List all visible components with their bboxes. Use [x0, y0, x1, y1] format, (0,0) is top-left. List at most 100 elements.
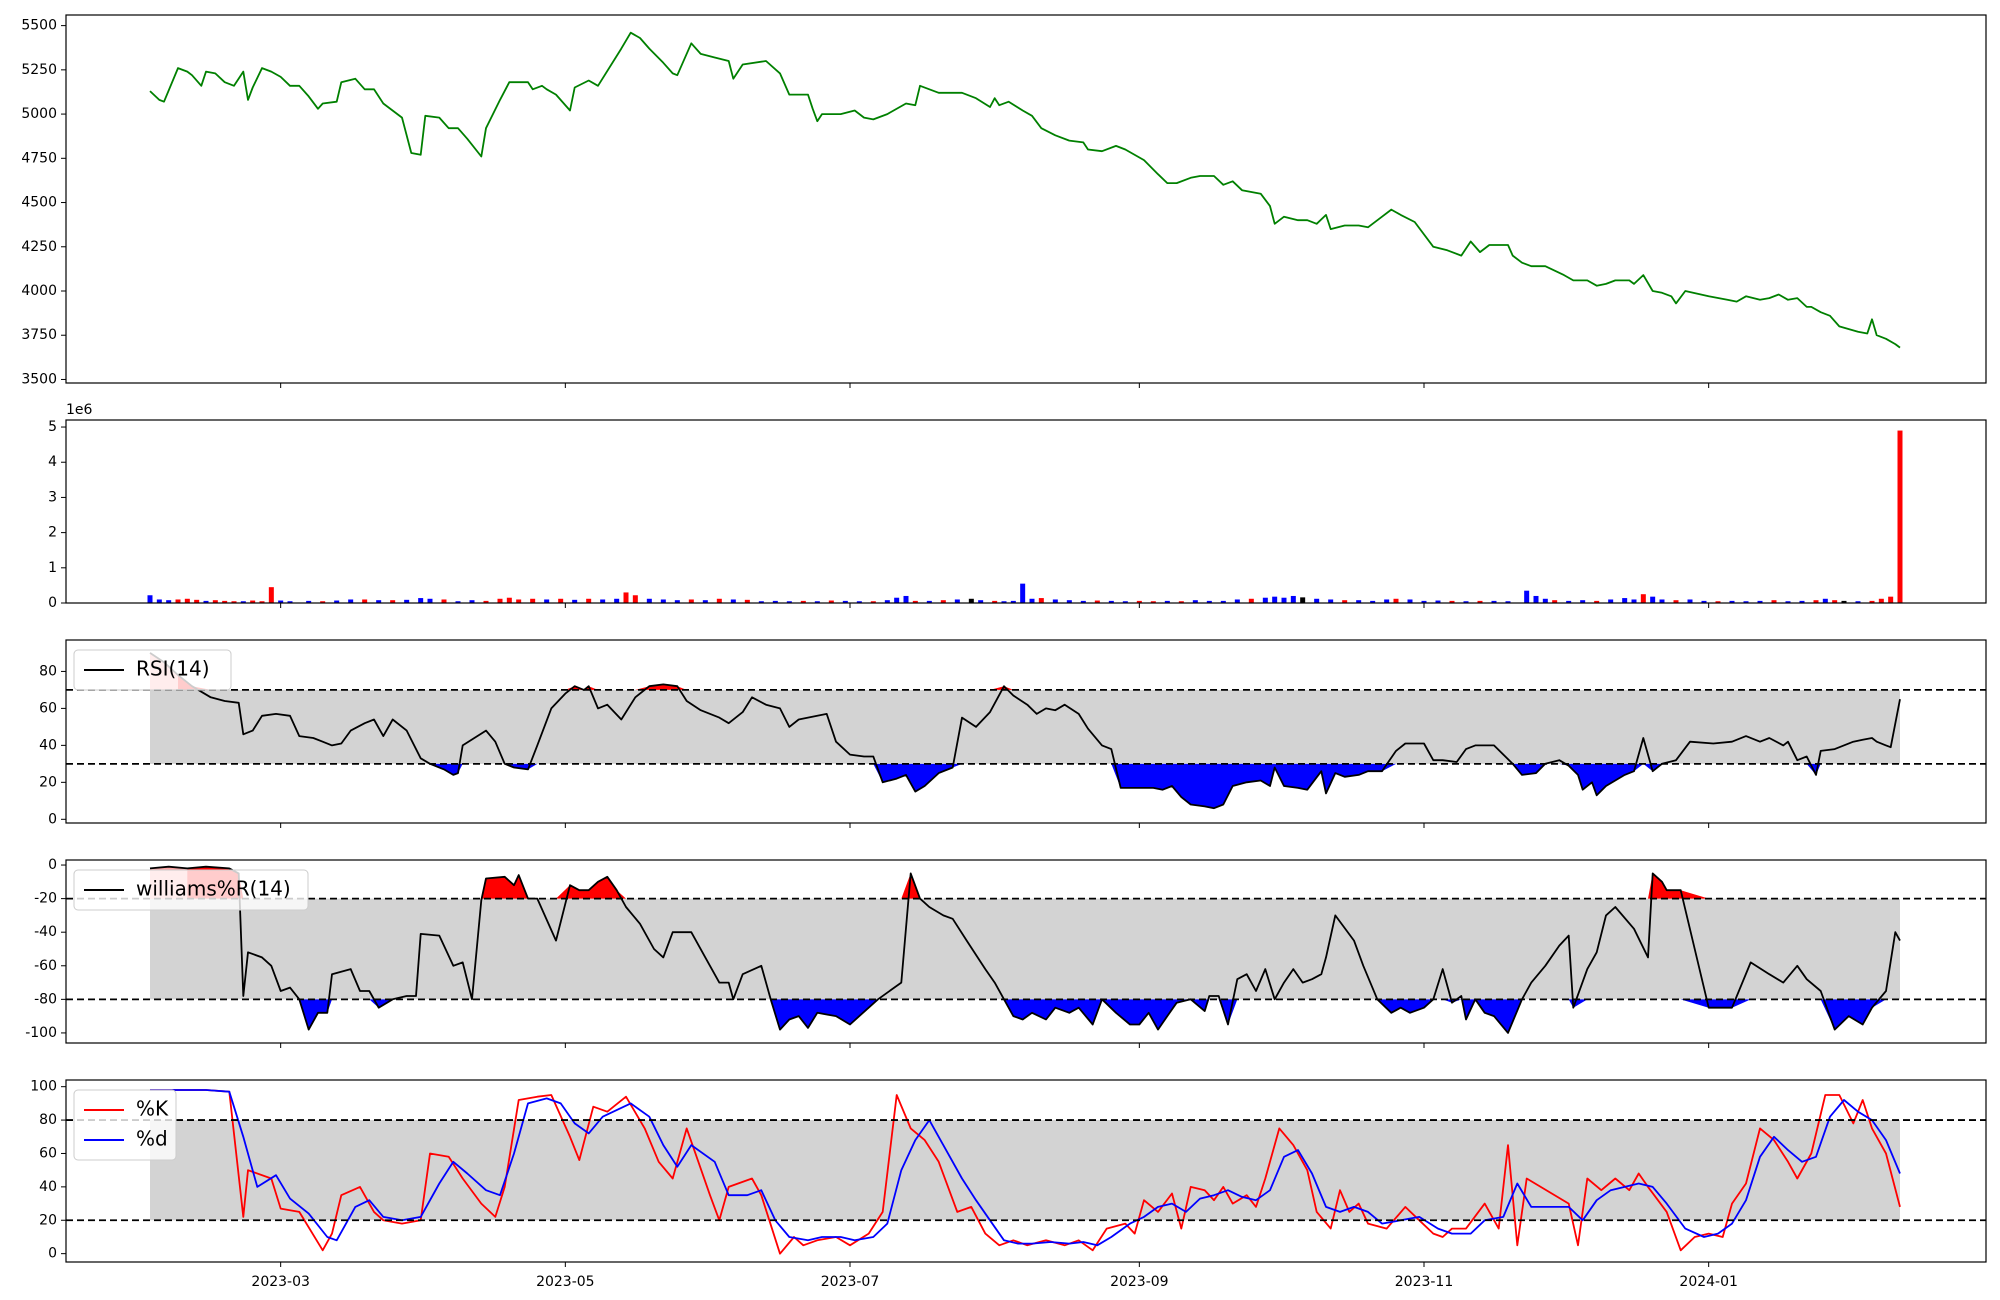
volume-bar — [632, 595, 638, 603]
stochastic-panel: 0 20 40 60 80 100 %K %d 2023-03 2023-05 2023-07 202… — [30, 1079, 1987, 1290]
volume-bar — [1673, 600, 1679, 603]
legend-label: williams%R(14) — [136, 877, 291, 901]
oversold-fill — [150, 999, 1900, 1033]
volume-bar — [744, 599, 750, 603]
volume-bar — [1869, 600, 1875, 603]
volume-bar — [828, 600, 834, 603]
y-tick-label: 0 — [48, 1246, 57, 1262]
volume-bar — [1356, 600, 1362, 603]
volume-bar — [1421, 600, 1427, 603]
volume-bar — [716, 598, 722, 603]
y-tick-label: 3 — [48, 489, 57, 505]
y-tick-label: 2 — [48, 525, 57, 541]
volume-bar — [231, 601, 237, 603]
y-tick-label: 4000 — [21, 283, 57, 299]
volume-bar — [194, 599, 200, 603]
y-tick-label: 40 — [39, 1179, 57, 1195]
volume-bar — [1370, 600, 1376, 603]
axes-frame — [65, 859, 1987, 1044]
volume-bar — [506, 597, 512, 603]
volume-bar — [614, 598, 620, 603]
volume-bar — [1435, 600, 1441, 603]
axis-offset-label: 1e6 — [66, 402, 93, 418]
volume-bar — [1743, 601, 1749, 603]
volume-bar — [259, 601, 265, 603]
volume-bar — [1580, 600, 1586, 603]
volume-bar — [623, 592, 629, 603]
volume-bar — [544, 599, 550, 603]
y-tick-label: 5500 — [21, 18, 57, 34]
volume-bar — [1813, 600, 1819, 603]
volume-bar — [1524, 590, 1530, 603]
volume-bar — [166, 600, 172, 603]
y-tick-label: 40 — [39, 737, 57, 753]
stochastic-series-line-1 — [150, 1089, 1901, 1247]
volume-bar — [1640, 594, 1646, 603]
volume-bar — [646, 598, 652, 603]
volume-bar — [940, 600, 946, 603]
volume-bar — [483, 600, 489, 603]
volume-bar — [1010, 600, 1016, 603]
volume-bar — [1822, 598, 1828, 603]
williams-series-line-0 — [149, 865, 1901, 1034]
volume-bar — [1393, 598, 1399, 603]
axes-frame — [65, 419, 1987, 604]
volume-bar — [978, 600, 984, 603]
legend-box — [73, 1089, 177, 1161]
volume-bar — [1220, 600, 1226, 603]
y-tick-label: 60 — [39, 1145, 57, 1161]
y-tick-label: 5250 — [21, 62, 57, 78]
y-tick-label: 0 — [48, 857, 57, 873]
volume-bar — [730, 599, 736, 603]
volume-bar — [1080, 600, 1086, 603]
volume-bar — [1771, 600, 1777, 603]
y-tick-label: 3750 — [21, 327, 57, 343]
x-tick-label: 2023-07 — [821, 1274, 880, 1290]
volume-bar — [497, 598, 503, 603]
x-tick-label: 2023-05 — [536, 1274, 595, 1290]
volume-bar — [1855, 601, 1861, 603]
y-tick-label: 5000 — [21, 106, 57, 122]
volume-bar — [884, 600, 890, 603]
williams-panel: 0 -20 -40 -60 -80 -100 williams%R(14) — [25, 857, 1987, 1048]
volume-bar — [1701, 600, 1707, 603]
volume-bar — [1463, 601, 1469, 603]
volume-bar — [870, 601, 876, 603]
volume-bar — [1122, 601, 1128, 603]
volume-bar — [1631, 599, 1637, 603]
y-tick-label: 4750 — [21, 150, 57, 166]
volume-bar — [1272, 596, 1278, 603]
overbought-fill — [150, 652, 1900, 690]
volume-bar — [786, 601, 792, 603]
volume-bar — [1290, 595, 1296, 603]
oversold-fill — [150, 763, 1900, 809]
volume-bar — [992, 600, 998, 603]
volume-bar — [1659, 599, 1665, 603]
y-tick-label: 4 — [48, 454, 57, 470]
axes-frame — [65, 1079, 1987, 1263]
volume-bar — [1785, 601, 1791, 603]
volume-bar — [912, 600, 918, 603]
volume-bar — [212, 600, 218, 603]
volume-bar — [306, 600, 312, 603]
volume-bar — [1650, 596, 1656, 603]
volume-bar — [1300, 597, 1306, 603]
x-tick-label: 2024-01 — [1679, 1274, 1738, 1290]
volume-bar — [1001, 601, 1007, 603]
volume-bar — [1150, 601, 1156, 603]
volume-bar — [814, 601, 820, 603]
volume-bar — [1192, 600, 1198, 603]
volume-bar — [1729, 600, 1735, 603]
rsi-series-line-0 — [149, 652, 1901, 810]
volume-bar — [856, 601, 862, 603]
volume-bar — [1594, 600, 1600, 603]
price-panel: 3500 3750 4000 4250 4500 4750 5000 5250 5500 — [21, 14, 1987, 388]
volume-bar — [1029, 598, 1035, 603]
volume-bar — [1281, 597, 1287, 603]
volume-bar — [222, 600, 228, 603]
volume-bar — [287, 601, 293, 603]
volume-bar — [376, 600, 382, 603]
volume-bar — [1164, 600, 1170, 603]
volume-bar — [427, 598, 433, 603]
